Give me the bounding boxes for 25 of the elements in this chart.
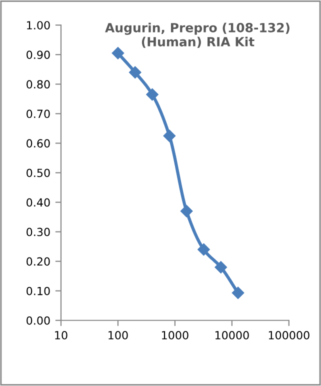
point	[163, 130, 176, 142]
y-tick-label: 0.70	[26, 110, 50, 118]
x-tick-label: 100	[108, 330, 128, 340]
y-tick-label: 0.40	[26, 198, 50, 207]
x-tick-label: 10	[55, 330, 68, 340]
y-tick-label: 0.80	[26, 80, 50, 89]
y-tick-label: 1.00	[27, 21, 50, 30]
point	[232, 286, 244, 300]
chart-title: Augurin, Prepro (108-132) (Human) RIA Kit	[105, 22, 290, 48]
point	[180, 205, 193, 218]
point	[112, 47, 124, 60]
x-tick-label: 10000	[215, 330, 249, 340]
x-tick-label: 1000	[162, 330, 188, 340]
point	[129, 66, 142, 78]
y-tick-label: 0.60	[26, 139, 50, 148]
x-tick-label: 100000	[268, 330, 310, 340]
y-tick-label: 0.90	[26, 50, 50, 59]
point	[146, 88, 158, 101]
point	[198, 243, 210, 256]
y-tick-label: 0.30	[26, 228, 50, 236]
y-tick-label: 0.00	[26, 316, 50, 325]
y-tick-label: 0.10	[26, 286, 50, 296]
point	[214, 261, 227, 274]
y-tick-label: 0.50	[26, 168, 50, 178]
y-tick-label: 0.20	[26, 257, 50, 266]
